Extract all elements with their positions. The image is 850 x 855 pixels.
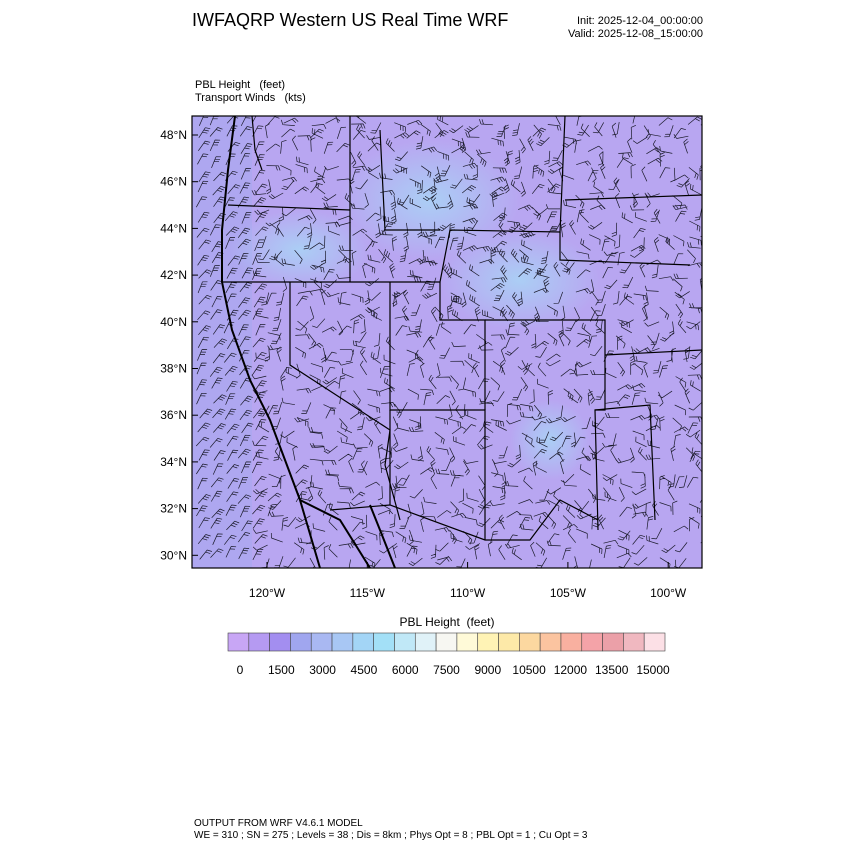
colorbar-swatch xyxy=(643,632,666,652)
colorbar-label: 13500 xyxy=(595,663,629,677)
map-frame xyxy=(191,115,703,569)
colorbar-swatch xyxy=(269,632,291,652)
colorbar-label: 4500 xyxy=(351,663,378,677)
x-tick-label: 115°W xyxy=(350,586,386,600)
field-blob xyxy=(510,400,590,480)
colorbar-swatch xyxy=(456,632,479,652)
colorbar-swatch xyxy=(373,632,395,652)
title: IWFAQRP Western US Real Time WRF xyxy=(192,10,508,30)
colorbar-label: 0 xyxy=(237,663,244,677)
colorbar-swatch xyxy=(290,632,312,652)
x-tick-label: 120°W xyxy=(249,586,286,600)
colorbar-title: PBL Height (feet) xyxy=(400,615,495,629)
y-tick-label: 32°N xyxy=(160,502,187,516)
colorbar-swatch xyxy=(477,632,499,652)
y-tick-label: 44°N xyxy=(160,221,187,235)
colorbar-swatch xyxy=(602,632,624,652)
y-tick-label: 46°N xyxy=(160,175,187,189)
colorbar-swatch xyxy=(560,632,583,652)
colorbar-swatch xyxy=(498,632,520,652)
barb-field xyxy=(195,116,702,568)
y-tick-label: 30°N xyxy=(160,548,187,562)
wind-barbs xyxy=(195,116,702,568)
x-tick-label: 100°W xyxy=(650,586,687,600)
y-tick-label: 36°N xyxy=(160,408,187,422)
x-tick-label: 105°W xyxy=(550,586,587,600)
field-label: PBL Height (feet) xyxy=(195,79,285,91)
y-tick-label: 40°N xyxy=(160,315,187,329)
y-tick-label: 48°N xyxy=(160,128,187,142)
field-blob xyxy=(440,230,600,330)
colorbar-swatch xyxy=(435,632,458,652)
map-area xyxy=(192,116,702,568)
colorbar-swatch xyxy=(581,632,603,652)
colorbar-swatch xyxy=(394,632,416,652)
coastline xyxy=(299,499,396,568)
y-tick-label: 34°N xyxy=(160,455,187,469)
colorbar-swatch xyxy=(539,632,562,652)
y-tick-label: 42°N xyxy=(160,268,187,282)
colorbar-swatch xyxy=(227,632,250,652)
colorbar-swatch xyxy=(248,632,270,652)
x-tick-label: 110°W xyxy=(450,586,486,600)
y-tick-label: 38°N xyxy=(160,362,187,376)
colorbar: 0 1500 3000 4500 6000 7500 9000 10500 12000 13500… xyxy=(227,632,670,677)
colorbar-label: 7500 xyxy=(433,663,460,677)
colorbar-label: 6000 xyxy=(392,663,419,677)
footer-line: WE = 310 ; SN = 275 ; Levels = 38 ; Dis … xyxy=(194,830,588,841)
colorbar-label: 9000 xyxy=(474,663,501,677)
colorbar-label: 10500 xyxy=(512,663,546,677)
ocean-shade xyxy=(192,116,252,568)
colorbar-label: 3000 xyxy=(309,663,336,677)
colorbar-swatch xyxy=(310,632,333,652)
colorbar-swatch xyxy=(623,632,645,652)
footer-line: OUTPUT FROM WRF V4.6.1 MODEL xyxy=(194,818,363,829)
init-time: Init: 2025-12-04_00:00:00 xyxy=(577,15,703,27)
colorbar-label: 1500 xyxy=(268,663,295,677)
boundaries xyxy=(221,116,702,568)
colorbar-label: 15000 xyxy=(636,663,670,677)
colorbar-swatch xyxy=(352,632,374,652)
valid-time: Valid: 2025-12-08_15:00:00 xyxy=(568,28,703,40)
colorbar-label: 12000 xyxy=(554,663,588,677)
colorbar-swatch xyxy=(519,632,541,652)
wind-label: Transport Winds (kts) xyxy=(195,92,306,104)
colorbar-swatch xyxy=(331,632,354,652)
axis-ticks: 120°W 115°W 110°W 105°W 100°W 48°N 46°N 44°N 42°… xyxy=(160,128,687,600)
colorbar-swatch xyxy=(414,632,437,652)
field-blob xyxy=(230,210,370,290)
